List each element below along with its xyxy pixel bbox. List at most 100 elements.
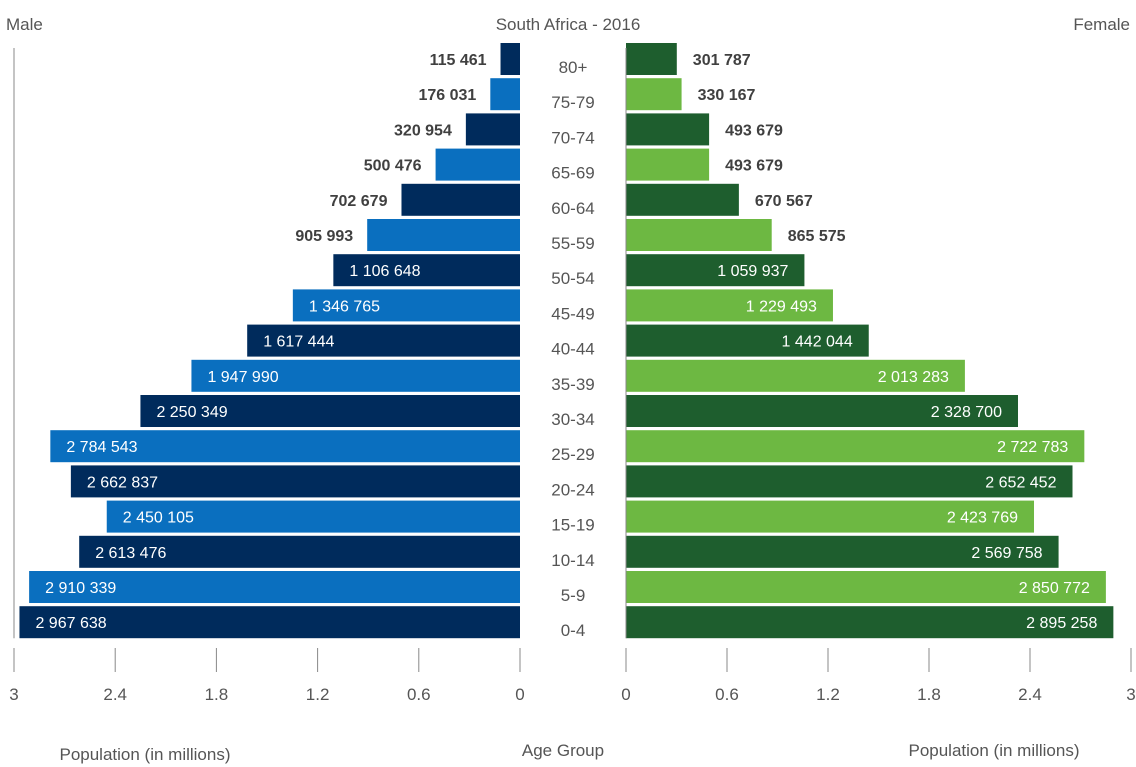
male-axis-tick-label: 2.4 bbox=[103, 685, 127, 704]
female-bar-70-74 bbox=[626, 113, 710, 146]
age-group-label: 5-9 bbox=[561, 586, 586, 605]
male-bar-5-9 bbox=[29, 571, 520, 603]
male-value-label: 2 784 543 bbox=[66, 439, 137, 456]
female-value-label: 2 850 772 bbox=[1019, 580, 1090, 597]
male-label: Male bbox=[6, 15, 43, 34]
female-value-label: 330 167 bbox=[698, 87, 756, 104]
female-bar-10-14 bbox=[626, 535, 1059, 568]
female-bar-0-4 bbox=[626, 606, 1114, 639]
male-value-label: 2 450 105 bbox=[123, 510, 194, 527]
age-group-label: 25-29 bbox=[551, 445, 594, 464]
age-group-label: 40-44 bbox=[551, 340, 594, 359]
male-value-label: 115 461 bbox=[430, 52, 487, 69]
female-value-label: 301 787 bbox=[693, 52, 751, 69]
male-bar-30-34 bbox=[140, 395, 520, 427]
male-axis-tick-label: 3 bbox=[9, 685, 18, 704]
male-value-label: 702 679 bbox=[330, 193, 388, 210]
female-value-label: 2 722 783 bbox=[997, 439, 1068, 456]
male-bars: 2 967 638 2 910 339 2 613 476 2 450 105 2 66… bbox=[19, 43, 521, 639]
age-group-label: 65-69 bbox=[551, 164, 594, 183]
age-group-label: 60-64 bbox=[551, 199, 594, 218]
male-bar-80+ bbox=[500, 43, 520, 75]
female-value-label: 2 895 258 bbox=[1026, 615, 1097, 632]
male-x-axis-title: Population (in millions) bbox=[59, 745, 230, 764]
female-bar-45-49 bbox=[626, 289, 833, 322]
male-value-label: 1 947 990 bbox=[207, 369, 278, 386]
female-bar-55-59 bbox=[626, 219, 772, 251]
age-group-label: 10-14 bbox=[551, 551, 594, 570]
female-axis-tick-label: 2.4 bbox=[1018, 685, 1042, 704]
female-bar-25-29 bbox=[626, 430, 1085, 463]
male-bar-10-14 bbox=[79, 535, 520, 568]
female-x-axis-title: Population (in millions) bbox=[908, 741, 1079, 760]
female-bar-5-9 bbox=[626, 571, 1106, 603]
age-group-label: 50-54 bbox=[551, 269, 594, 288]
female-value-label: 865 575 bbox=[788, 228, 846, 245]
female-bar-50-54 bbox=[626, 254, 805, 287]
age-group-label: 70-74 bbox=[551, 128, 594, 147]
female-value-label: 1 442 044 bbox=[782, 334, 853, 351]
age-group-label: 55-59 bbox=[551, 234, 594, 253]
female-bar-65-69 bbox=[626, 148, 710, 181]
female-value-label: 670 567 bbox=[755, 193, 813, 210]
male-value-label: 2 662 837 bbox=[87, 474, 158, 491]
chart-title: South Africa - 2016 bbox=[496, 15, 641, 34]
female-value-label: 493 679 bbox=[725, 122, 783, 139]
male-bar-20-24 bbox=[70, 465, 520, 498]
female-bar-20-24 bbox=[626, 465, 1073, 498]
male-value-label: 1 106 648 bbox=[349, 263, 420, 280]
female-bar-80+ bbox=[626, 43, 677, 75]
age-group-labels: 0-4 5-9 10-14 15-19 20-24 25-29 30-34 35-39 40-4… bbox=[551, 58, 594, 640]
female-axis-tick-label: 1.2 bbox=[816, 685, 840, 704]
male-value-label: 2 910 339 bbox=[45, 580, 116, 597]
male-value-label: 2 250 349 bbox=[156, 404, 227, 421]
female-value-label: 493 679 bbox=[725, 158, 783, 175]
male-value-label: 2 613 476 bbox=[95, 545, 166, 562]
female-value-label: 2 652 452 bbox=[985, 474, 1056, 491]
male-bar-40-44 bbox=[247, 324, 521, 357]
age-group-label: 20-24 bbox=[551, 480, 594, 499]
age-group-label: 30-34 bbox=[551, 410, 594, 429]
male-bar-15-19 bbox=[106, 500, 520, 533]
male-bar-0-4 bbox=[19, 606, 520, 639]
female-bar-75-79 bbox=[626, 78, 682, 111]
female-bar-15-19 bbox=[626, 500, 1035, 533]
female-axis-tick-label: 1.8 bbox=[917, 685, 941, 704]
age-group-label: 80+ bbox=[559, 58, 588, 77]
male-axis-tick-label: 1.2 bbox=[306, 685, 330, 704]
male-axis-tick-label: 1.8 bbox=[205, 685, 229, 704]
female-x-axis: 0 0.6 1.2 1.8 2.4 3 bbox=[621, 48, 1136, 704]
female-bar-35-39 bbox=[626, 359, 965, 392]
female-bar-40-44 bbox=[626, 324, 869, 357]
male-value-label: 905 993 bbox=[295, 228, 353, 245]
female-value-label: 2 569 758 bbox=[971, 545, 1042, 562]
male-bar-65-69 bbox=[435, 148, 520, 181]
female-axis-tick-label: 0.6 bbox=[715, 685, 739, 704]
age-group-label: 45-49 bbox=[551, 304, 594, 323]
male-bar-45-49 bbox=[292, 289, 520, 322]
female-bar-30-34 bbox=[626, 395, 1018, 427]
age-group-label: 75-79 bbox=[551, 93, 594, 112]
male-bar-55-59 bbox=[367, 219, 520, 251]
male-value-label: 1 346 765 bbox=[309, 298, 380, 315]
female-label: Female bbox=[1073, 15, 1130, 34]
male-x-axis: 0 0.6 1.2 1.8 2.4 3 bbox=[9, 48, 525, 704]
male-bar-50-54 bbox=[333, 254, 520, 287]
age-group-label: 0-4 bbox=[561, 621, 586, 640]
female-value-label: 2 423 769 bbox=[947, 510, 1018, 527]
age-group-label: 35-39 bbox=[551, 375, 594, 394]
male-value-label: 320 954 bbox=[394, 122, 452, 139]
female-value-label: 2 328 700 bbox=[931, 404, 1002, 421]
female-value-label: 1 059 937 bbox=[717, 263, 788, 280]
age-group-label: 15-19 bbox=[551, 516, 594, 535]
male-value-label: 176 031 bbox=[418, 87, 476, 104]
female-axis-tick-label: 3 bbox=[1126, 685, 1135, 704]
male-bar-25-29 bbox=[50, 430, 520, 463]
male-bar-60-64 bbox=[401, 183, 520, 216]
female-axis-tick-label: 0 bbox=[621, 685, 630, 704]
male-bar-75-79 bbox=[490, 78, 520, 111]
male-value-label: 2 967 638 bbox=[35, 615, 106, 632]
male-bar-70-74 bbox=[465, 113, 520, 146]
female-value-label: 2 013 283 bbox=[878, 369, 949, 386]
